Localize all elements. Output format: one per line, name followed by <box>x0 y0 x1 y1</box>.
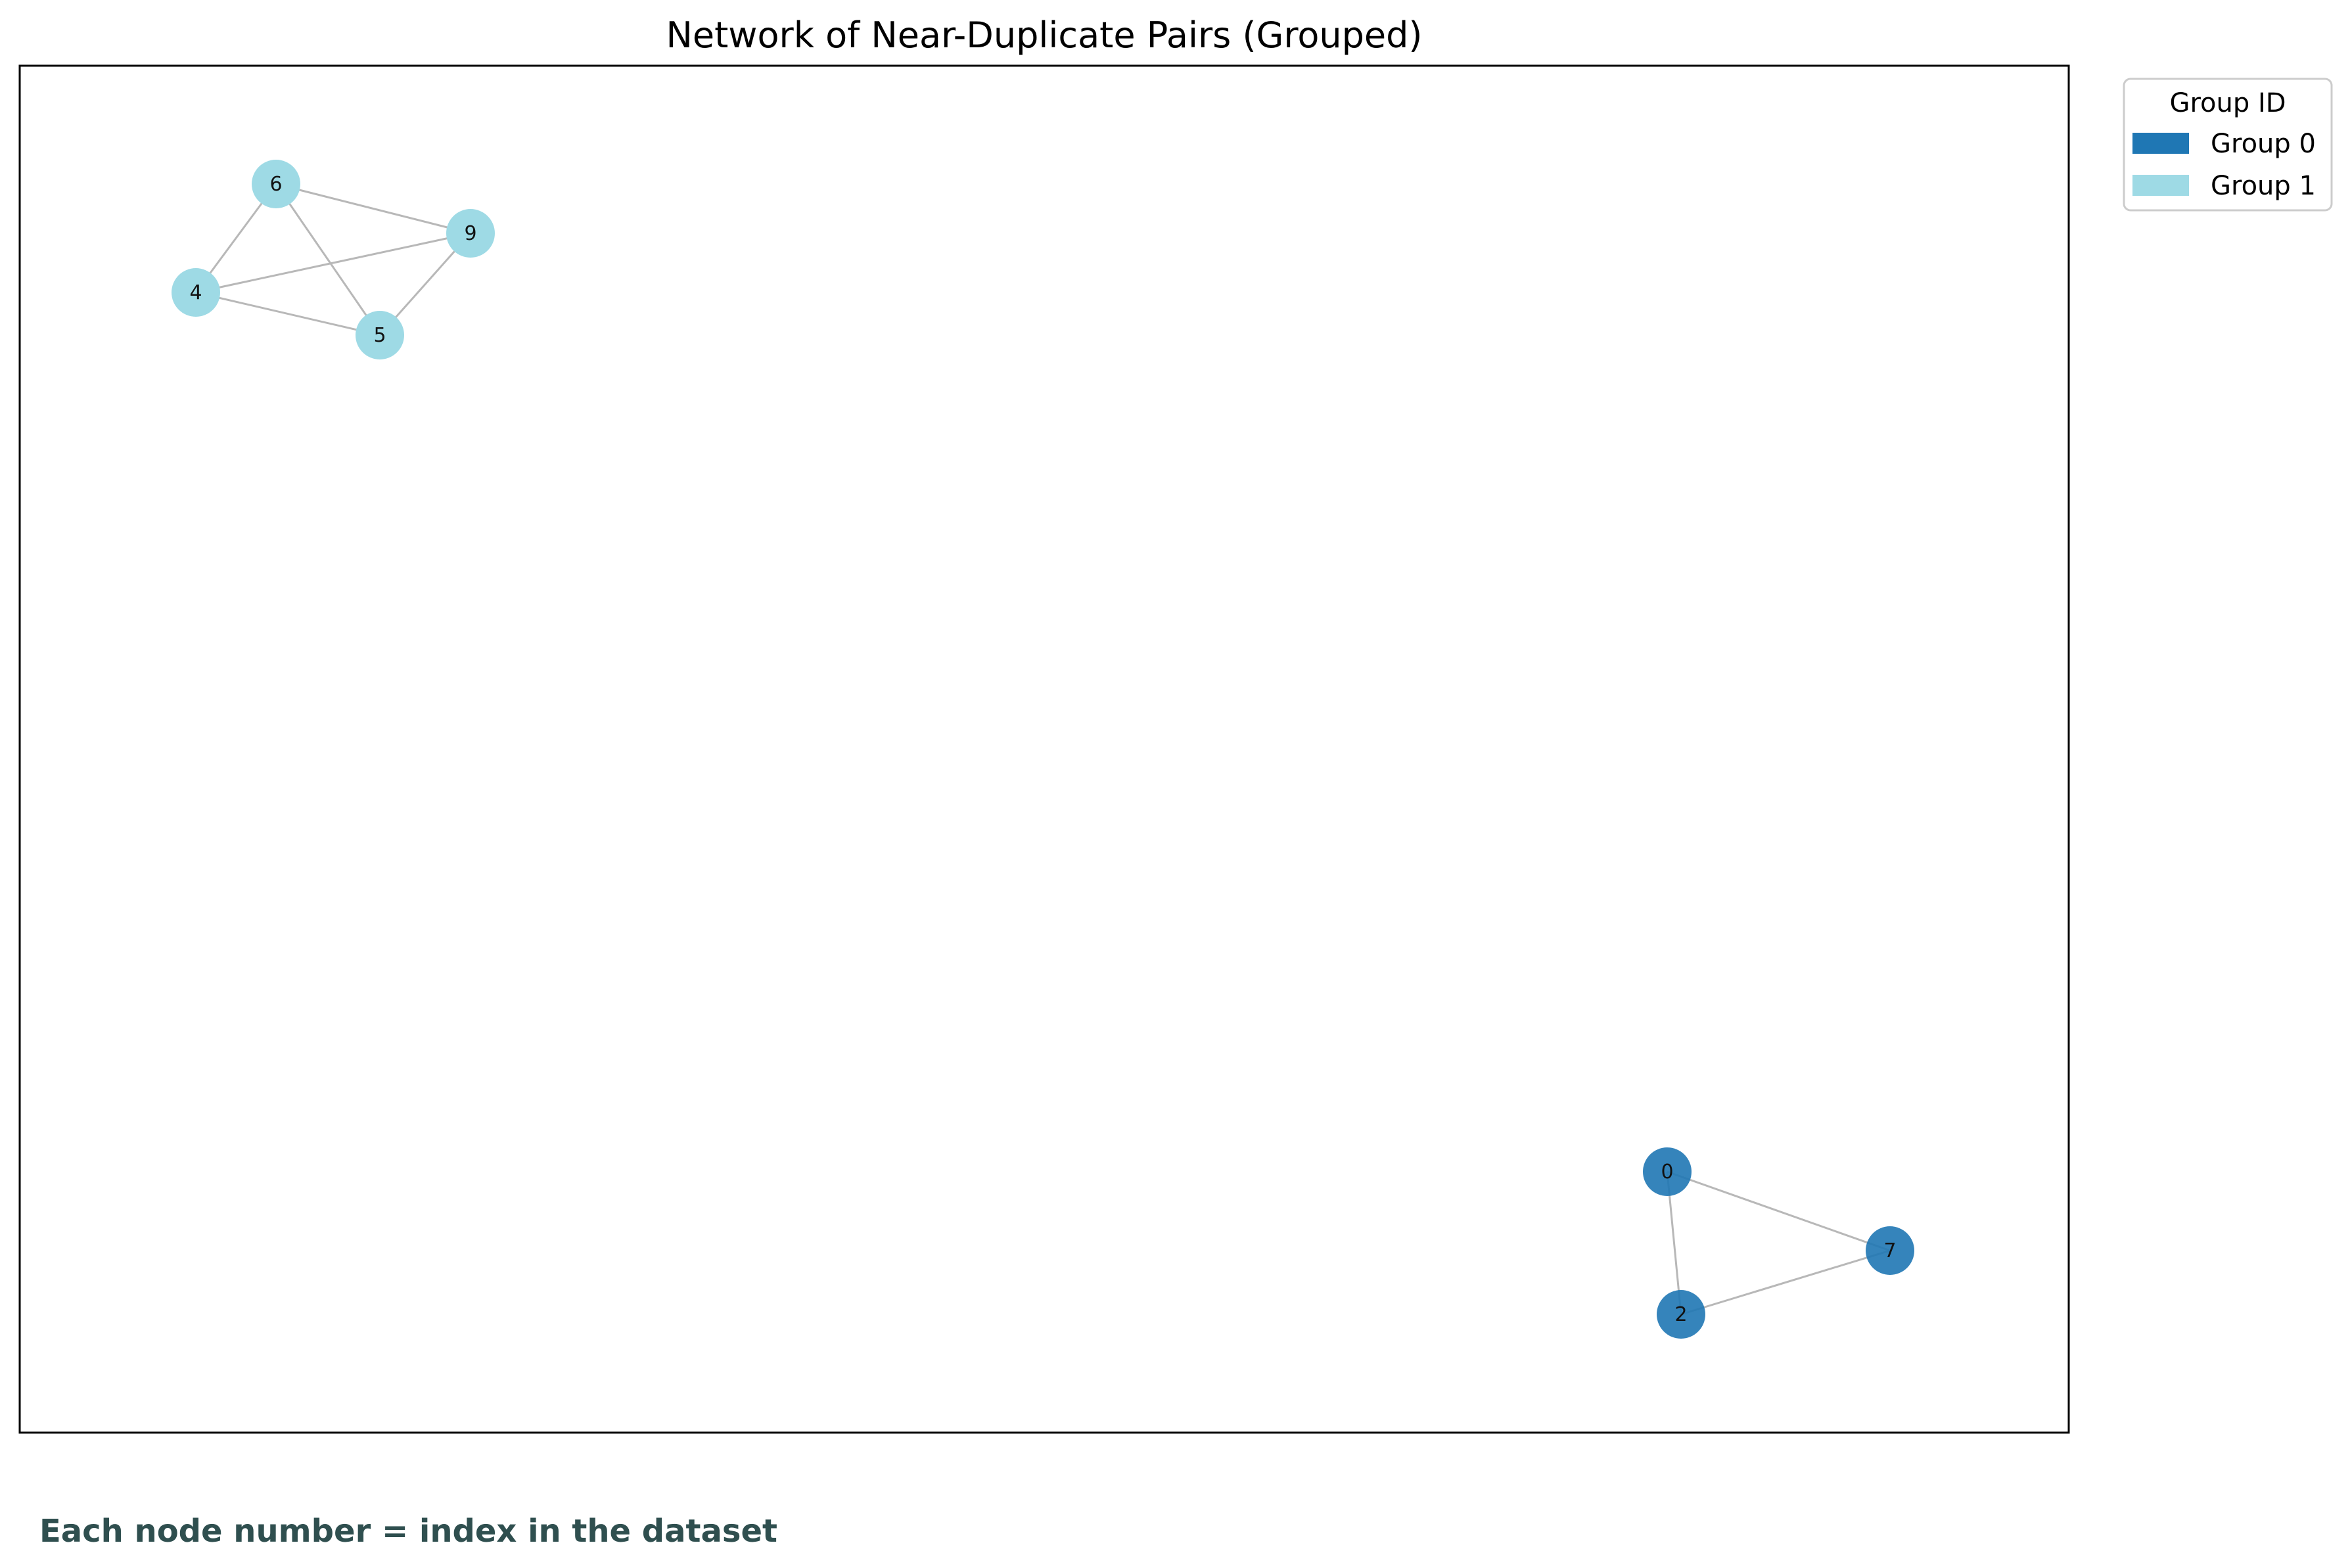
edge-4-5 <box>195 291 380 336</box>
node-label-4: 4 <box>189 281 202 304</box>
node-circle-4 <box>172 268 220 317</box>
legend-label-group-0: Group 0 <box>2211 129 2316 159</box>
legend-swatch-group-1 <box>2132 175 2189 196</box>
edge-6-9 <box>275 183 471 235</box>
node-5: 5 <box>356 311 404 359</box>
node-2: 2 <box>1657 1290 1705 1339</box>
node-label-0: 0 <box>1661 1161 1673 1184</box>
node-0: 0 <box>1643 1147 1692 1196</box>
node-circle-9 <box>446 209 495 258</box>
plot-frame <box>18 64 2070 1434</box>
caption: Each node number = index in the dataset <box>39 1513 777 1550</box>
edge-0-7 <box>1667 1170 1891 1252</box>
node-circle-5 <box>356 311 404 359</box>
edge-4-9 <box>195 232 471 294</box>
chart-title: Network of Near-Duplicate Pairs (Grouped… <box>666 14 1423 56</box>
node-label-2: 2 <box>1674 1303 1687 1326</box>
node-label-7: 7 <box>1883 1239 1896 1262</box>
legend: Group ID Group 0 Group 1 <box>2123 78 2333 212</box>
node-circle-6 <box>252 160 300 208</box>
node-circle-2 <box>1657 1290 1705 1339</box>
node-circle-0 <box>1643 1147 1692 1196</box>
node-label-5: 5 <box>373 324 386 347</box>
edge-2-7 <box>1680 1249 1891 1316</box>
legend-label-group-1: Group 1 <box>2211 171 2316 201</box>
node-9: 9 <box>446 209 495 258</box>
nodes-layer: 6 9 4 5 0 7 2 <box>172 160 1914 1339</box>
node-label-9: 9 <box>464 222 476 245</box>
node-label-6: 6 <box>269 173 282 196</box>
edge-6-5 <box>275 183 381 336</box>
node-7: 7 <box>1866 1226 1914 1275</box>
legend-swatch-group-0 <box>2132 133 2189 154</box>
legend-title: Group ID <box>2169 88 2286 118</box>
node-4: 4 <box>172 268 220 317</box>
node-circle-7 <box>1866 1226 1914 1275</box>
node-6: 6 <box>252 160 300 208</box>
